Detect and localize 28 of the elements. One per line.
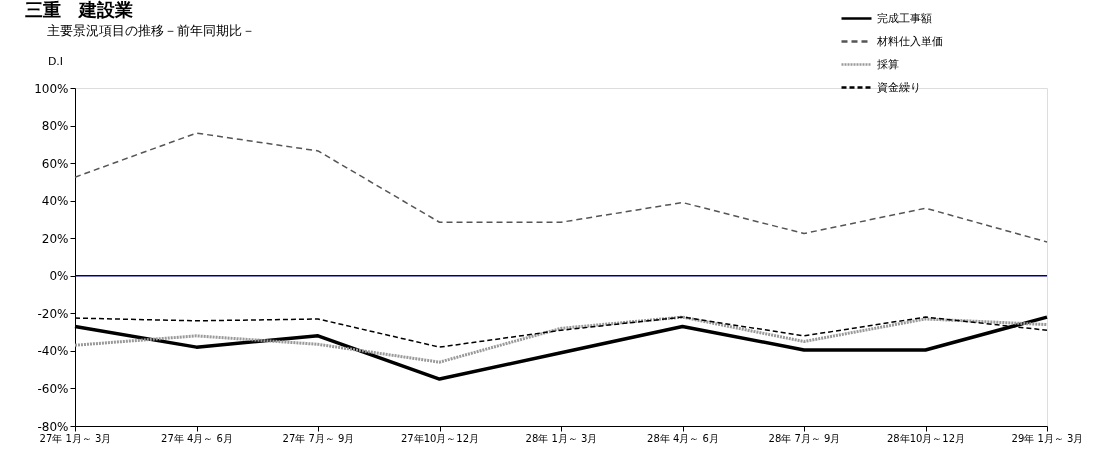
x-tick-label: 27年 1月～ 3月 xyxy=(39,432,112,444)
line-series xyxy=(74,132,1048,243)
x-tick-label: 27年10月～12月 xyxy=(400,432,480,444)
legend-label: 完成工事額 xyxy=(877,11,932,25)
x-tick-label: 28年 4月～ 6月 xyxy=(647,432,719,444)
legend-label: 採算 xyxy=(877,57,899,71)
y-tick-label: 40% xyxy=(41,194,69,209)
y-tick-label: 100% xyxy=(34,81,69,96)
y-tick-label: 80% xyxy=(41,119,69,134)
x-tick-label: 27年 4月～ 6月 xyxy=(161,432,233,444)
x-tick-label: 29年 1月～ 3月 xyxy=(1011,432,1084,444)
legend-label: 資金繰り xyxy=(877,80,921,94)
y-tick-label: 60% xyxy=(41,156,69,171)
y-tick-label: 20% xyxy=(41,231,69,246)
y-tick-label: 0% xyxy=(49,269,69,284)
x-tick-label: 27年 7月～ 9月 xyxy=(282,432,355,444)
legend-label: 材料仕入単価 xyxy=(876,34,943,48)
chart-title: 三重 建設業 xyxy=(25,0,133,20)
line-series xyxy=(73,315,1049,364)
x-tick-label: 28年10月～12月 xyxy=(886,432,966,444)
chart-subtitle: 主要景況項目の推移－前年同期比－ xyxy=(47,23,255,38)
x-tick-label: 28年 1月～ 3月 xyxy=(525,432,598,444)
y-tick-label: -80% xyxy=(37,419,69,434)
y-tick-label: -40% xyxy=(37,344,69,359)
y-axis-title: D.I xyxy=(47,54,64,68)
x-tick-label: 28年 7月～ 9月 xyxy=(768,432,841,444)
y-tick-label: -60% xyxy=(37,381,69,396)
y-tick-label: -20% xyxy=(37,306,69,321)
